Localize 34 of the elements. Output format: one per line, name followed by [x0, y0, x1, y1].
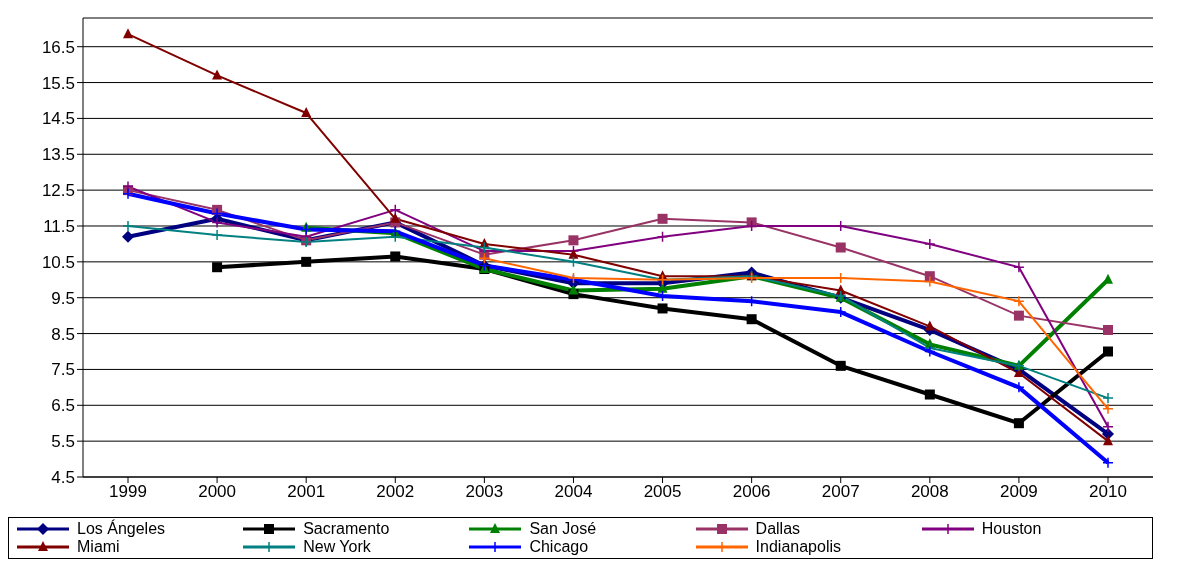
legend-label: Indianapolis [755, 538, 841, 556]
x-tick-label: 2002 [376, 482, 415, 502]
legend-label: Chicago [529, 538, 589, 556]
y-tick-label: 4.5 [51, 468, 75, 488]
y-tick-label: 6.5 [51, 396, 75, 416]
y-tick-label: 15.5 [41, 73, 75, 93]
x-tick-label: 2001 [287, 482, 326, 502]
y-tick-label: 12.5 [41, 181, 75, 201]
legend-label: San José [529, 520, 597, 538]
x-tick-label: 2003 [465, 482, 504, 502]
x-tick-label: 1999 [109, 482, 147, 502]
legend-label: New York [303, 538, 371, 556]
legend-label: Los Ángeles [77, 520, 166, 538]
y-tick-label: 7.5 [51, 360, 75, 380]
y-tick-label: 14.5 [41, 109, 75, 129]
x-tick-label: 2009 [999, 482, 1038, 502]
y-tick-label: 8.5 [51, 324, 75, 344]
x-tick-label: 2004 [554, 482, 593, 502]
legend-label: Dallas [755, 520, 801, 538]
legend-label: Miami [77, 538, 120, 556]
y-tick-label: 10.5 [41, 252, 75, 272]
y-tick-label: 9.5 [51, 288, 75, 308]
y-tick-label: 5.5 [51, 432, 75, 452]
y-tick-label: 11.5 [43, 217, 75, 237]
x-tick-label: 2010 [1089, 482, 1127, 502]
x-tick-label: 2005 [643, 482, 682, 502]
x-tick-label: 2007 [821, 482, 860, 502]
y-tick-label: 13.5 [41, 145, 75, 165]
x-tick-label: 2000 [198, 482, 236, 502]
x-tick-label: 2008 [910, 482, 949, 502]
legend-label: Sacramento [303, 520, 390, 538]
y-tick-label: 16.5 [41, 37, 75, 57]
x-tick-label: 2006 [732, 482, 771, 502]
legend-label: Houston [981, 520, 1042, 538]
